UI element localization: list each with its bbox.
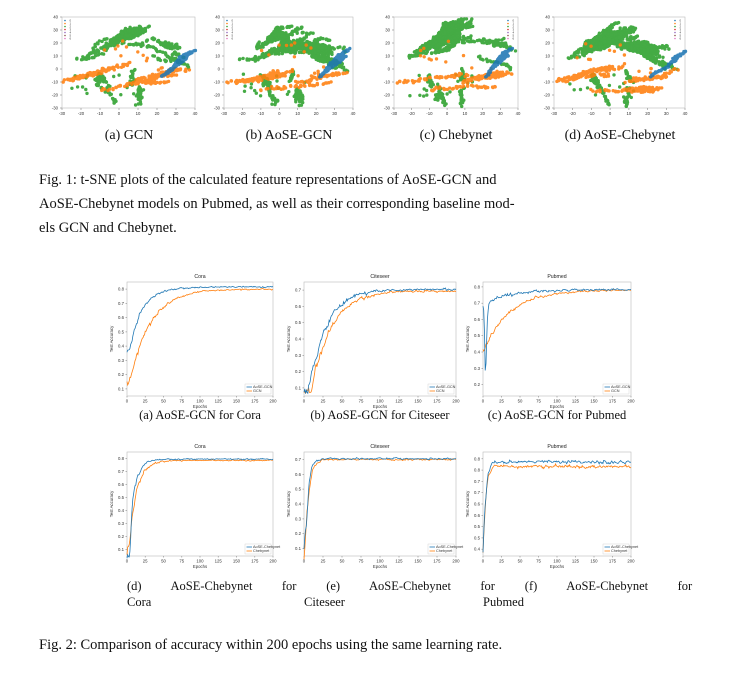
svg-text:-30: -30 xyxy=(551,111,558,116)
svg-text:40: 40 xyxy=(193,111,198,116)
svg-text:10: 10 xyxy=(53,54,58,59)
svg-text:20: 20 xyxy=(53,41,58,46)
svg-text:30: 30 xyxy=(215,28,220,33)
svg-text:40: 40 xyxy=(385,15,390,20)
svg-text:-10: -10 xyxy=(52,80,59,85)
svg-text:20: 20 xyxy=(215,41,220,46)
svg-text:10: 10 xyxy=(295,111,300,116)
svg-text:40: 40 xyxy=(215,15,220,20)
svg-text:-20: -20 xyxy=(239,111,246,116)
svg-text:-10: -10 xyxy=(258,111,265,116)
svg-text:-10: -10 xyxy=(588,111,595,116)
svg-text:-20: -20 xyxy=(78,111,85,116)
svg-text:10: 10 xyxy=(215,54,220,59)
svg-text:20: 20 xyxy=(314,111,319,116)
svg-text:-30: -30 xyxy=(384,106,391,111)
svg-text:-30: -30 xyxy=(52,106,59,111)
svg-text:-20: -20 xyxy=(52,93,59,98)
svg-text:30: 30 xyxy=(332,111,337,116)
svg-text:-20: -20 xyxy=(384,93,391,98)
svg-text:40: 40 xyxy=(351,111,356,116)
svg-text:20: 20 xyxy=(480,111,485,116)
svg-text:30: 30 xyxy=(498,111,503,116)
svg-text:30: 30 xyxy=(174,111,179,116)
svg-text:40: 40 xyxy=(53,15,58,20)
svg-text:-30: -30 xyxy=(214,106,221,111)
svg-text:-10: -10 xyxy=(97,111,104,116)
svg-text:-30: -30 xyxy=(391,111,398,116)
svg-text:10: 10 xyxy=(385,54,390,59)
svg-text:-10: -10 xyxy=(384,80,391,85)
svg-text:-20: -20 xyxy=(570,111,577,116)
svg-text:-20: -20 xyxy=(409,111,416,116)
svg-text:-10: -10 xyxy=(426,111,433,116)
svg-text:20: 20 xyxy=(385,41,390,46)
svg-text:30: 30 xyxy=(385,28,390,33)
svg-text:10: 10 xyxy=(136,111,141,116)
svg-text:10: 10 xyxy=(463,111,468,116)
svg-text:-10: -10 xyxy=(214,80,221,85)
svg-text:40: 40 xyxy=(516,111,521,116)
svg-text:20: 20 xyxy=(155,111,160,116)
svg-text:-30: -30 xyxy=(221,111,228,116)
svg-text:-30: -30 xyxy=(59,111,66,116)
svg-text:-20: -20 xyxy=(214,93,221,98)
svg-text:30: 30 xyxy=(53,28,58,33)
